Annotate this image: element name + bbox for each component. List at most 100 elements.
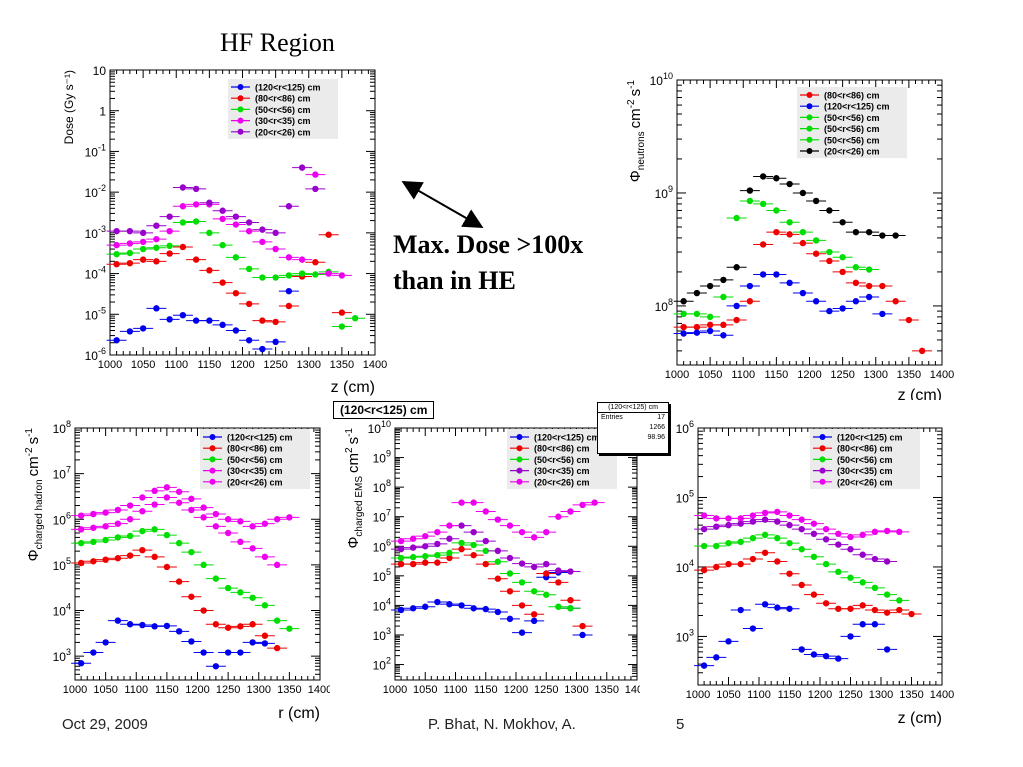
y-tick-exponent: 10 (663, 71, 673, 81)
data-point (839, 305, 846, 312)
data-point (579, 631, 586, 639)
data-point (397, 554, 405, 562)
data-point (749, 555, 757, 563)
y-tick-base: 1 (99, 105, 106, 119)
data-point (896, 606, 903, 614)
y-label-unit-exp: 2 (344, 447, 355, 453)
data-point (232, 254, 240, 261)
y-tick-exponent: 5 (689, 488, 694, 498)
data-point (200, 504, 207, 511)
data-point (259, 317, 266, 324)
data-point (166, 250, 173, 257)
legend-label: (120<r<125) cm (227, 433, 293, 443)
data-point (219, 321, 226, 329)
data-point (865, 266, 873, 273)
legend-marker (819, 445, 826, 452)
x-tick-label: 1250 (534, 684, 558, 696)
data-point (312, 185, 319, 193)
data-point (879, 282, 886, 290)
data-series (106, 231, 352, 326)
data-point (713, 563, 720, 571)
legend-marker (209, 456, 216, 463)
data-point (810, 520, 818, 527)
data-point (153, 222, 160, 229)
data-point (77, 526, 85, 533)
y-tick-label: 109 (655, 184, 673, 201)
y-tick-exponent: 5 (66, 556, 71, 566)
legend-marker (237, 106, 244, 113)
y-tick-exponent: -3 (98, 224, 106, 234)
data-point (422, 559, 429, 566)
y-tick-label: 10 (93, 64, 107, 78)
data-point (680, 298, 687, 305)
max-dose-note-line1: Max. Dose >100x (393, 230, 584, 259)
data-point (90, 510, 97, 518)
legend-marker (806, 114, 813, 121)
y-tick-base: 10 (373, 570, 387, 584)
data-point (102, 556, 109, 563)
data-point (272, 318, 279, 326)
y-label-unit: cm (345, 453, 362, 473)
y-tick-exponent: 10 (381, 419, 391, 429)
data-point (192, 256, 200, 263)
y-tick-label: 1010 (650, 71, 673, 88)
data-point (822, 560, 830, 568)
data-point (312, 171, 319, 178)
data-series (391, 569, 593, 639)
data-point (273, 617, 281, 624)
data-point (338, 309, 346, 316)
data-point (237, 518, 244, 525)
y-tick-exponent: 6 (66, 510, 71, 520)
data-point (179, 243, 187, 251)
data-point (151, 501, 158, 508)
data-point (237, 589, 244, 596)
data-point (786, 521, 793, 529)
data-point (192, 317, 200, 324)
stats-value: 1266 (649, 424, 665, 431)
x-tick-label: 1300 (564, 684, 588, 696)
x-tick-label: 1250 (263, 359, 287, 371)
data-point (224, 529, 232, 537)
data-series (673, 197, 880, 321)
plot-charged-ems-flux: 1000105011001150120012501300135014001021… (344, 419, 640, 696)
data-series (694, 516, 898, 565)
data-point (798, 525, 805, 533)
slide-title: HF Region (220, 28, 335, 57)
data-point (810, 651, 818, 658)
y-label-s-exp: -1 (626, 80, 637, 89)
y-tick-base: 10 (85, 349, 99, 363)
data-point (567, 508, 574, 515)
data-point (285, 287, 293, 295)
x-tick-label: 1200 (797, 369, 821, 381)
data-point (822, 525, 830, 533)
x-tick-label: 1100 (444, 684, 468, 696)
data-point (192, 201, 200, 208)
data-point (810, 530, 818, 538)
data-series (106, 218, 366, 330)
data-point (224, 584, 232, 592)
data-point (494, 547, 502, 555)
legend-label: (120<r<125) cm (824, 102, 890, 112)
x-tick-label: 1350 (897, 369, 921, 381)
data-point (883, 527, 891, 535)
data-point (285, 272, 293, 279)
data-point (774, 604, 781, 611)
legend-label: (30<r<35) cm (255, 116, 311, 126)
data-point (139, 229, 147, 237)
data-point (285, 203, 293, 210)
data-point (298, 256, 306, 263)
data-point (163, 484, 171, 491)
data-point (749, 518, 757, 525)
data-point (798, 646, 805, 653)
data-point (892, 298, 899, 305)
data-point (774, 518, 781, 525)
y-tick-exponent: 2 (386, 656, 391, 666)
y-tick-exponent: 8 (66, 419, 71, 429)
data-point (397, 606, 405, 614)
data-point (774, 558, 781, 565)
data-point (812, 298, 820, 305)
data-point (102, 509, 109, 516)
data-point (494, 608, 502, 616)
y-tick-exponent: 8 (386, 478, 391, 488)
data-point (298, 164, 306, 171)
